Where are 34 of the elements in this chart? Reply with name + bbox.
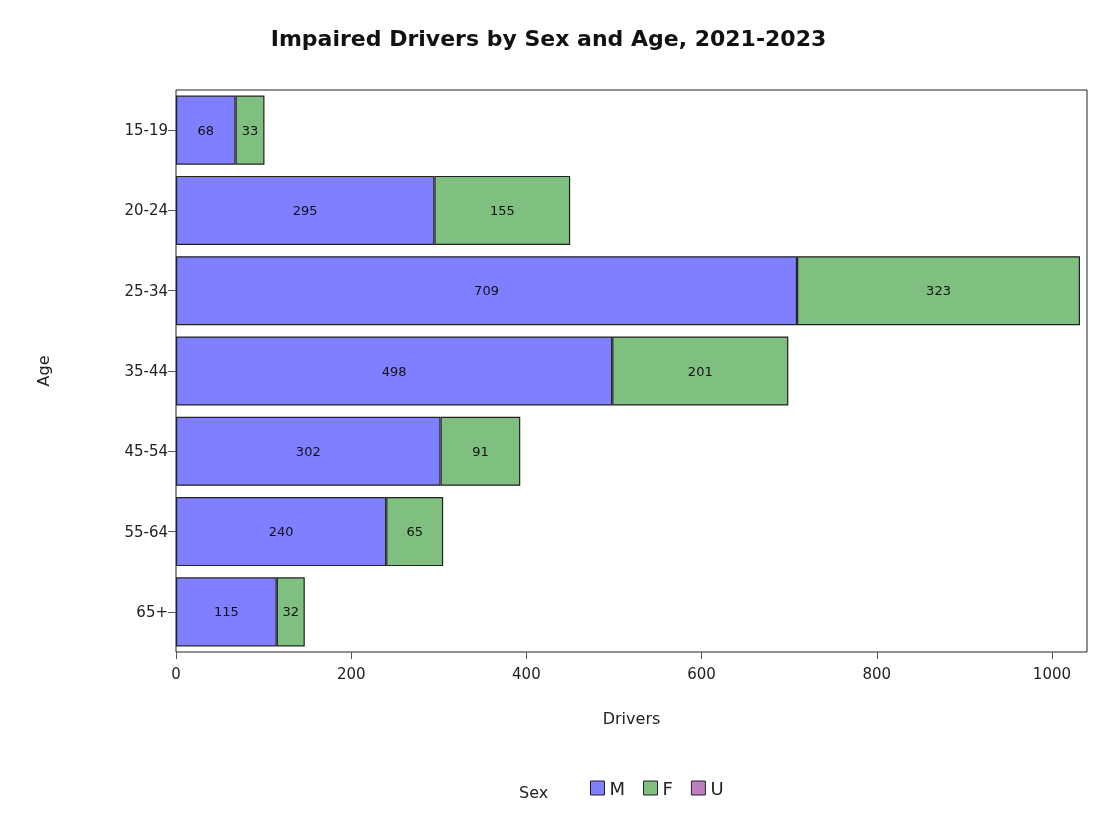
x-tick-label: 400 (512, 664, 541, 683)
x-tick-label: 200 (336, 664, 366, 683)
data-label: 240 (268, 524, 294, 540)
data-label: 68 (197, 122, 215, 138)
data-label: 323 (926, 283, 951, 299)
y-tick-label: 45-54 (124, 442, 168, 461)
data-label: 295 (292, 202, 318, 218)
data-label: 91 (472, 443, 489, 459)
y-tick-label: 25-34 (124, 281, 168, 300)
y-tick-label: 35-44 (124, 362, 168, 380)
x-tick-label: 1000 (1032, 664, 1072, 683)
y-axis-title: Age (33, 355, 53, 387)
data-label: 709 (474, 283, 499, 299)
data-label: 33 (241, 122, 259, 138)
data-label: 155 (489, 202, 515, 218)
data-label: 498 (381, 363, 407, 379)
data-label: 115 (213, 604, 239, 620)
legend-title: Sex (519, 782, 549, 802)
legend-label: F (662, 777, 673, 799)
x-axis-title: Drivers (602, 708, 661, 728)
y-tick-label: 20-24 (124, 201, 168, 220)
legend-label: U (710, 777, 724, 799)
data-label: 302 (295, 443, 321, 459)
data-label: 201 (687, 363, 713, 379)
x-tick-label: 600 (687, 664, 716, 683)
y-tick-label: 15-19 (124, 121, 168, 140)
chart-title: Impaired Drivers by Sex and Age, 2021-2023 (270, 25, 827, 51)
y-tick-label: 55-64 (124, 522, 168, 541)
y-tick-label: 65+ (136, 602, 168, 621)
x-tick-label: 0 (171, 664, 181, 683)
data-label: 32 (282, 604, 300, 620)
legend-label: M (609, 777, 626, 799)
data-label: 65 (406, 524, 423, 540)
x-tick-label: 800 (862, 664, 892, 683)
